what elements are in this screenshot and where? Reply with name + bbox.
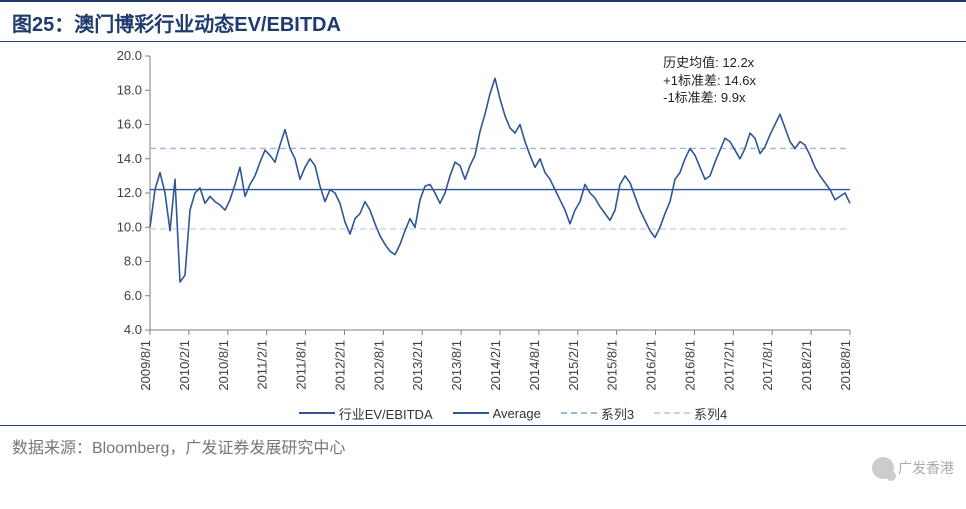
chart-legend: 行业EV/EBITDA Average 系列3 系列4 xyxy=(100,400,926,425)
svg-text:2015/8/1: 2015/8/1 xyxy=(605,340,620,391)
legend-item: 行业EV/EBITDA xyxy=(299,404,433,423)
stat-minus-value: 9.9x xyxy=(721,90,746,105)
chart-title: 图25：澳门博彩行业动态EV/EBITDA xyxy=(0,0,966,42)
svg-text:2011/2/1: 2011/2/1 xyxy=(255,340,270,390)
legend-swatch xyxy=(654,412,690,414)
legend-label: 行业EV/EBITDA xyxy=(339,404,433,423)
svg-text:14.0: 14.0 xyxy=(117,151,142,166)
svg-text:2014/2/1: 2014/2/1 xyxy=(488,340,503,391)
stats-annotation: 历史均值: 12.2x +1标准差: 14.6x -1标准差: 9.9x xyxy=(663,54,756,107)
svg-text:8.0: 8.0 xyxy=(124,254,142,269)
svg-text:2010/8/1: 2010/8/1 xyxy=(216,340,231,391)
svg-text:6.0: 6.0 xyxy=(124,288,142,303)
stat-plus-label: +1标准差: xyxy=(663,73,720,88)
svg-text:20.0: 20.0 xyxy=(117,50,142,63)
legend-item: Average xyxy=(453,406,541,421)
figure-container: 图25：澳门博彩行业动态EV/EBITDA 历史均值: 12.2x +1标准差:… xyxy=(0,0,966,509)
svg-text:2013/8/1: 2013/8/1 xyxy=(449,340,464,391)
svg-text:2014/8/1: 2014/8/1 xyxy=(527,340,542,391)
svg-text:2018/2/1: 2018/2/1 xyxy=(799,340,814,391)
watermark-text: 广发香港 xyxy=(898,458,954,478)
stat-avg-value: 12.2x xyxy=(722,55,754,70)
svg-text:2013/2/1: 2013/2/1 xyxy=(410,340,425,391)
legend-item: 系列3 xyxy=(561,404,634,423)
svg-text:2012/8/1: 2012/8/1 xyxy=(371,340,386,391)
legend-label: Average xyxy=(493,406,541,421)
svg-text:2016/8/1: 2016/8/1 xyxy=(682,340,697,391)
legend-swatch xyxy=(561,412,597,414)
stat-plus-value: 14.6x xyxy=(724,73,756,88)
chat-bubble-icon xyxy=(872,457,894,479)
chart-caption: 数据来源：Bloomberg，广发证券发展研究中心 xyxy=(0,425,966,466)
legend-swatch xyxy=(299,412,335,414)
svg-text:4.0: 4.0 xyxy=(124,322,142,337)
svg-text:16.0: 16.0 xyxy=(117,117,142,132)
svg-text:2017/8/1: 2017/8/1 xyxy=(760,340,775,391)
svg-text:12.0: 12.0 xyxy=(117,185,142,200)
legend-label: 系列3 xyxy=(601,404,634,423)
legend-label: 系列4 xyxy=(694,404,727,423)
stat-avg-label: 历史均值: xyxy=(663,55,719,70)
chart-area: 历史均值: 12.2x +1标准差: 14.6x -1标准差: 9.9x 4.0… xyxy=(0,42,966,425)
legend-swatch xyxy=(453,412,489,414)
svg-text:2018/8/1: 2018/8/1 xyxy=(838,340,853,391)
svg-text:2016/2/1: 2016/2/1 xyxy=(644,340,659,391)
svg-text:2009/8/1: 2009/8/1 xyxy=(138,340,153,391)
legend-item: 系列4 xyxy=(654,404,727,423)
svg-text:2012/2/1: 2012/2/1 xyxy=(332,340,347,391)
svg-text:2017/2/1: 2017/2/1 xyxy=(721,340,736,391)
plot-wrap: 历史均值: 12.2x +1标准差: 14.6x -1标准差: 9.9x 4.0… xyxy=(100,50,926,400)
svg-text:18.0: 18.0 xyxy=(117,82,142,97)
svg-text:2015/2/1: 2015/2/1 xyxy=(566,340,581,391)
svg-text:10.0: 10.0 xyxy=(117,219,142,234)
svg-text:2010/2/1: 2010/2/1 xyxy=(177,340,192,391)
svg-text:2011/8/1: 2011/8/1 xyxy=(294,340,309,390)
watermark: 广发香港 xyxy=(872,457,954,479)
stat-minus-label: -1标准差: xyxy=(663,90,717,105)
